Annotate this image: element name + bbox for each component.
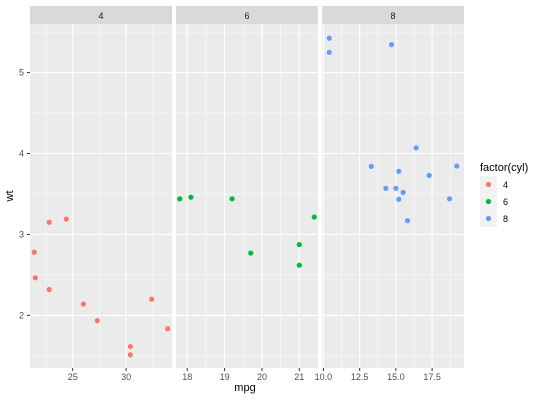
data-point <box>177 196 183 202</box>
data-point <box>413 145 419 151</box>
data-point <box>296 241 302 248</box>
data-point <box>383 185 389 191</box>
x-tick-label: 19 <box>220 372 230 382</box>
data-point <box>396 168 402 174</box>
facet-strip-label: 6 <box>244 11 249 21</box>
data-point <box>31 249 37 255</box>
x-tick-label: 25 <box>68 372 78 382</box>
facet-strip-label: 4 <box>98 11 103 21</box>
data-point <box>326 35 332 41</box>
data-point <box>80 301 86 307</box>
data-point <box>46 219 52 225</box>
facet-strip <box>176 6 318 24</box>
data-point <box>229 196 235 202</box>
data-point <box>149 296 155 302</box>
legend-label: 6 <box>503 197 508 207</box>
facet-strip-label: 8 <box>390 11 395 21</box>
data-point <box>296 262 302 268</box>
data-point <box>165 326 171 332</box>
data-point <box>404 218 411 224</box>
y-tick-label: 3 <box>19 229 24 239</box>
facet-strip <box>322 6 464 24</box>
data-point <box>46 286 52 293</box>
legend-key <box>485 198 492 205</box>
legend-key <box>485 215 492 222</box>
data-point <box>400 189 406 195</box>
data-point <box>63 216 69 222</box>
data-point <box>393 185 399 191</box>
data-point <box>426 172 432 178</box>
data-point <box>94 318 100 324</box>
x-tick-label: 15.0 <box>387 372 405 382</box>
x-tick-label: 18 <box>182 372 192 382</box>
data-point <box>326 49 332 55</box>
data-point <box>32 275 38 281</box>
y-tick-label: 4 <box>19 149 24 159</box>
data-point <box>396 196 402 202</box>
panel-background <box>322 24 464 368</box>
x-axis-title: mpg <box>234 382 255 394</box>
data-point <box>454 163 460 169</box>
legend-title: factor(cyl) <box>480 162 528 174</box>
y-axis-title: wt <box>4 191 16 203</box>
legend-key <box>485 181 492 188</box>
data-point <box>127 352 133 358</box>
data-point <box>127 343 133 350</box>
y-tick-label: 5 <box>19 68 24 78</box>
data-point <box>188 194 194 200</box>
panel-background <box>176 24 318 368</box>
x-tick-label: 21 <box>294 372 304 382</box>
data-point <box>248 250 254 256</box>
x-tick-label: 20 <box>257 372 267 382</box>
data-point <box>446 196 453 202</box>
panel-background <box>30 24 172 368</box>
x-tick-label: 12.5 <box>351 372 369 382</box>
legend-label: 8 <box>503 214 508 224</box>
x-tick-label: 30 <box>121 372 131 382</box>
legend-label: 4 <box>503 180 508 190</box>
data-point <box>368 163 374 170</box>
x-tick-label: 17.5 <box>423 372 441 382</box>
y-tick-label: 2 <box>19 310 24 320</box>
facet-strip <box>30 6 172 24</box>
x-tick-label: 10.0 <box>315 372 333 382</box>
data-point <box>311 214 317 220</box>
data-point <box>388 42 395 48</box>
